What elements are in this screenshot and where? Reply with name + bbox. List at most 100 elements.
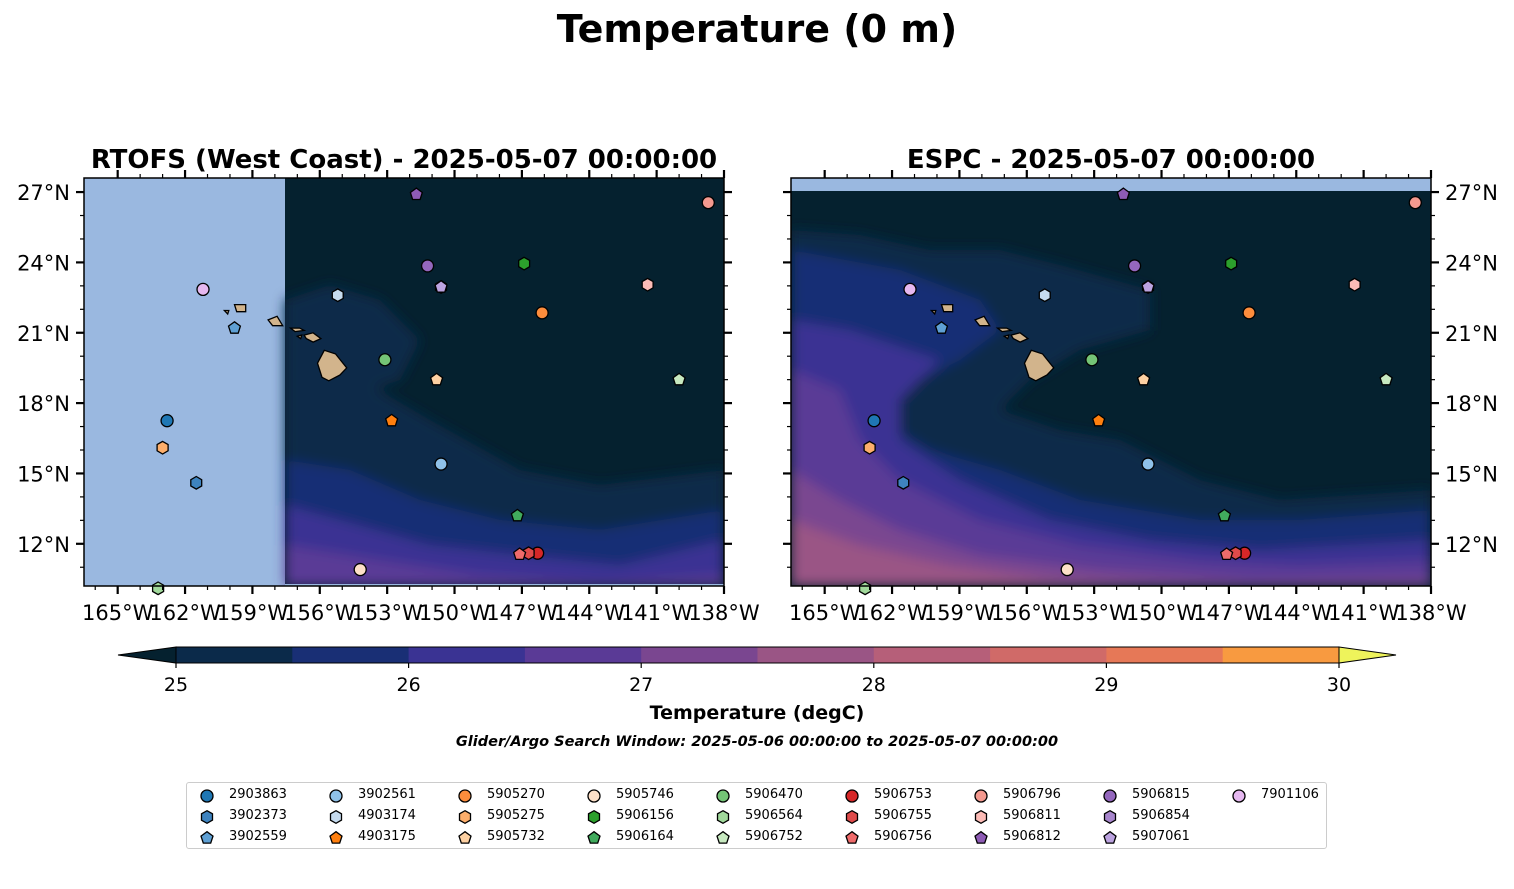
float-marker-5905746 bbox=[1060, 562, 1074, 577]
colorbar-segment bbox=[757, 647, 875, 663]
legend-marker-5906811 bbox=[974, 809, 988, 825]
x-tick-label: 153°W bbox=[351, 601, 423, 625]
legend-marker bbox=[974, 809, 988, 825]
colorbar-extend-max bbox=[1338, 646, 1397, 664]
float-marker-3902559 bbox=[934, 320, 949, 334]
y-tick-label: 21°N bbox=[17, 322, 70, 346]
float-legend: 2903863 3902373 3902559 3902561 4903174 49031… bbox=[186, 782, 1327, 849]
legend-marker-4903174 bbox=[329, 809, 343, 825]
float-marker-5905732 bbox=[429, 372, 444, 386]
map-panel-espc: ESPC - 2025-05-07 00:00:00 165°W162°W159… bbox=[783, 145, 1498, 625]
float-marker-5906815 bbox=[420, 259, 435, 273]
x-tick-label: 147°W bbox=[1193, 601, 1265, 625]
x-tick-label: 165°W bbox=[789, 601, 861, 625]
colorbar-extend-min bbox=[117, 646, 177, 664]
colorbar-tick-label: 29 bbox=[1094, 674, 1118, 696]
colorbar-tick-label: 26 bbox=[397, 674, 421, 696]
float-marker-5906796 bbox=[701, 195, 715, 210]
float-markers-rtofs bbox=[151, 187, 715, 596]
map-title-espc: ESPC - 2025-05-07 00:00:00 bbox=[907, 145, 1315, 175]
x-tick-label: 153°W bbox=[1058, 601, 1130, 625]
x-tick-label: 144°W bbox=[1261, 601, 1333, 625]
legend-marker-5906796 bbox=[974, 789, 988, 803]
legend-marker bbox=[200, 809, 214, 825]
legend-marker-5906470 bbox=[716, 789, 730, 803]
y-tick-label: 27°N bbox=[1445, 181, 1498, 205]
legend-marker-5906156 bbox=[587, 809, 601, 825]
legend-marker-5906564 bbox=[716, 809, 730, 825]
float-marker-5906811 bbox=[641, 277, 654, 292]
float-marker-5906164 bbox=[1217, 508, 1232, 522]
float-marker-5907061 bbox=[1141, 279, 1155, 293]
legend-label: 4903175 bbox=[358, 829, 416, 844]
colorbar-segment bbox=[873, 647, 991, 663]
legend-marker-5906755 bbox=[845, 809, 859, 825]
legend-marker bbox=[716, 789, 730, 803]
temperature-field-espc bbox=[791, 230, 1431, 586]
land-hawaiian-islands bbox=[222, 303, 348, 382]
colorbar-frame bbox=[175, 646, 1340, 664]
no-data-area bbox=[791, 178, 1431, 191]
figure-title: Temperature (0 m) bbox=[557, 7, 958, 51]
legend-marker bbox=[200, 830, 214, 844]
legend-marker bbox=[329, 789, 343, 803]
island bbox=[316, 349, 348, 382]
island bbox=[295, 334, 303, 340]
legend-label: 5906815 bbox=[1132, 787, 1190, 802]
legend-marker-5906815 bbox=[1103, 789, 1117, 803]
island bbox=[303, 332, 323, 343]
colorbar-tick-label: 30 bbox=[1327, 674, 1351, 696]
legend-marker bbox=[458, 809, 472, 825]
colorbar-tick-label: 25 bbox=[164, 674, 188, 696]
legend-label: 5906755 bbox=[874, 808, 932, 823]
legend-marker-5905275 bbox=[458, 809, 472, 825]
legend-label: 5906811 bbox=[1003, 808, 1061, 823]
colorbar-segment bbox=[176, 647, 293, 663]
legend-label: 3902373 bbox=[229, 808, 287, 823]
legend-label: 5906752 bbox=[745, 829, 803, 844]
island bbox=[995, 327, 1014, 333]
y-tick-label: 24°N bbox=[1445, 251, 1498, 275]
legend-marker-5906854 bbox=[1103, 809, 1117, 825]
legend-label: 5907061 bbox=[1132, 829, 1190, 844]
float-marker-5906164 bbox=[510, 508, 525, 522]
legend-marker bbox=[1232, 789, 1246, 803]
island bbox=[222, 309, 230, 316]
float-marker-3902561 bbox=[434, 457, 448, 471]
float-marker-5906470 bbox=[1085, 353, 1099, 367]
island bbox=[1002, 334, 1010, 340]
legend-marker bbox=[458, 789, 472, 803]
legend-marker-2903863 bbox=[200, 789, 214, 803]
legend-label: 7901106 bbox=[1261, 787, 1319, 802]
x-tick-label: 147°W bbox=[486, 601, 558, 625]
colorbar: 25 26 27 28 29 30 bbox=[117, 646, 1397, 696]
float-marker-2903863 bbox=[867, 414, 881, 428]
float-marker-5905746 bbox=[353, 562, 367, 577]
search-window-caption: Glider/Argo Search Window: 2025-05-06 00… bbox=[456, 734, 1058, 750]
legend-marker bbox=[845, 830, 859, 844]
float-marker-5906564 bbox=[858, 581, 872, 596]
x-tick-label: 150°W bbox=[419, 601, 491, 625]
island bbox=[1023, 349, 1055, 382]
island bbox=[929, 309, 937, 316]
x-tick-label: 150°W bbox=[1126, 601, 1198, 625]
legend-marker-5906164 bbox=[587, 830, 601, 844]
legend-marker bbox=[845, 789, 859, 803]
x-tick-label: 162°W bbox=[856, 601, 928, 625]
legend-marker-5906752 bbox=[716, 830, 730, 844]
legend-marker bbox=[1103, 789, 1117, 803]
legend-label: 5905270 bbox=[487, 787, 545, 802]
x-tick-label: 156°W bbox=[284, 601, 356, 625]
legend-marker-5907061 bbox=[1103, 830, 1117, 844]
map-frame bbox=[790, 177, 1432, 587]
float-marker-3902373 bbox=[897, 475, 910, 490]
legend-marker-3902559 bbox=[200, 830, 214, 844]
colorbar-tick-label: 28 bbox=[862, 674, 886, 696]
float-marker-5906752 bbox=[1379, 372, 1393, 386]
colorbar-label: Temperature (degC) bbox=[650, 702, 865, 724]
land-hawaiian-islands bbox=[929, 303, 1055, 382]
colorbar-segment bbox=[408, 647, 526, 663]
float-marker-5906470 bbox=[378, 353, 392, 367]
legend-marker bbox=[974, 789, 988, 803]
